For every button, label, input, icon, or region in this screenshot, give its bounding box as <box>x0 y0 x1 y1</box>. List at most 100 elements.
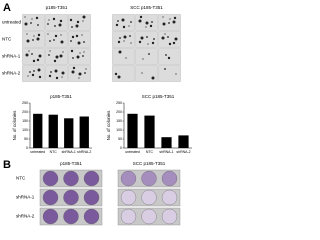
well <box>63 189 79 206</box>
colony <box>53 59 57 63</box>
y-tick-label: 0 <box>26 146 28 150</box>
colony <box>167 36 169 38</box>
colony <box>24 22 28 26</box>
micrograph <box>135 65 158 82</box>
colony <box>145 26 147 28</box>
colony <box>25 53 29 57</box>
colony <box>162 22 166 26</box>
colony <box>31 18 33 20</box>
colony <box>37 33 41 37</box>
bar <box>178 135 189 148</box>
chart-title: p185-T351 <box>50 94 72 99</box>
micrograph <box>45 31 68 48</box>
colony <box>161 36 165 40</box>
colony <box>168 42 172 46</box>
y-tick-label: 50 <box>118 137 122 141</box>
panel-label: B <box>3 159 11 171</box>
micrograph <box>45 14 68 31</box>
micrograph <box>112 48 135 65</box>
micrograph <box>135 48 158 65</box>
bar <box>79 116 89 148</box>
colony <box>54 69 58 73</box>
colony <box>125 57 127 59</box>
x-tick-label: untreated <box>30 150 45 154</box>
micrograph <box>68 48 91 65</box>
colony <box>147 43 149 45</box>
micrograph <box>158 65 181 82</box>
panel-label: A <box>3 2 11 14</box>
colony <box>47 33 49 35</box>
row-label: shRNA-1 <box>2 54 21 59</box>
y-tick-label: 50 <box>24 137 28 141</box>
y-axis-label: No. of colonies <box>12 110 17 141</box>
well <box>161 208 178 225</box>
row-label: NTC <box>2 37 12 42</box>
y-tick-label: 0 <box>120 146 122 150</box>
bar <box>48 114 58 148</box>
colony <box>165 54 167 56</box>
colony <box>49 50 51 52</box>
y-tick-label: 150 <box>22 119 28 123</box>
well <box>42 208 59 225</box>
colony <box>59 19 63 23</box>
colony <box>164 33 166 35</box>
colony <box>72 57 74 59</box>
micrograph <box>158 48 181 65</box>
colony <box>139 15 143 19</box>
colony <box>38 54 42 58</box>
well <box>42 189 59 206</box>
well <box>83 170 100 187</box>
colony <box>77 41 81 45</box>
micrograph <box>112 31 135 48</box>
colony <box>123 35 127 39</box>
colony <box>172 41 176 45</box>
x-tick-label: shRNA-2 <box>77 150 91 154</box>
colony <box>82 20 84 22</box>
colony <box>37 68 41 72</box>
row-label: NTC <box>16 176 26 181</box>
micrograph <box>68 31 91 48</box>
colony <box>32 39 34 41</box>
colony <box>83 41 85 43</box>
colony <box>172 20 176 24</box>
micrograph <box>22 65 45 82</box>
colony <box>117 20 119 22</box>
column-title: p185-T351 <box>60 161 82 166</box>
colony <box>138 40 142 44</box>
figure: A B p185-T351 SCC p185-T351 untreated NTC sh… <box>2 2 192 226</box>
column-title: SCC p185-T351 <box>133 161 166 166</box>
colony <box>130 21 132 23</box>
well <box>120 170 137 187</box>
colony <box>60 40 64 44</box>
colony <box>119 37 121 39</box>
colony <box>38 75 42 79</box>
colony <box>114 72 118 76</box>
colony <box>153 38 155 40</box>
colony <box>173 16 177 20</box>
colony <box>83 51 85 53</box>
colony <box>151 76 155 80</box>
colony <box>164 68 166 70</box>
well <box>83 189 100 206</box>
grid-title: p185-T351 <box>46 5 68 10</box>
colony <box>33 70 35 72</box>
colony <box>70 40 72 42</box>
y-axis-label: No. of colonies <box>106 110 111 141</box>
colony <box>146 36 148 38</box>
colony <box>29 71 31 73</box>
colony <box>61 71 65 75</box>
colony <box>175 73 177 75</box>
well <box>83 208 100 225</box>
colony <box>123 40 125 42</box>
colony <box>55 55 59 59</box>
colony <box>84 72 86 74</box>
x-tick-label: shRNA-1 <box>159 150 173 154</box>
colony <box>58 23 62 27</box>
micrograph <box>22 14 45 31</box>
bar <box>64 118 74 148</box>
colony <box>48 54 50 56</box>
row-label: shRNA-2 <box>16 214 35 219</box>
y-tick-label: 250 <box>116 101 122 105</box>
bar <box>33 113 43 148</box>
colony <box>54 25 56 27</box>
